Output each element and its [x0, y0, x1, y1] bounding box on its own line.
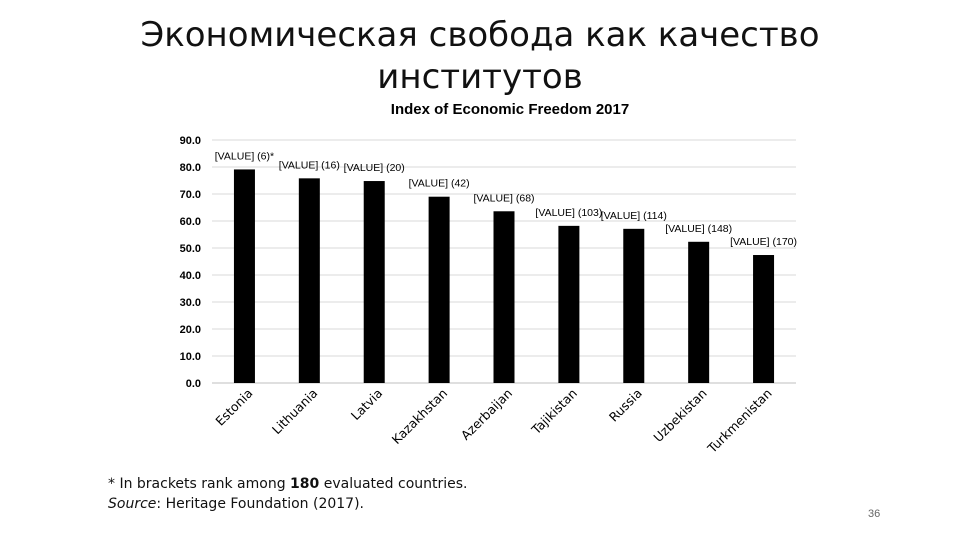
page-number: 36 — [868, 508, 881, 520]
footnote: * In brackets rank among 180 evaluated c… — [108, 474, 468, 514]
bar — [688, 241, 710, 383]
bar — [233, 169, 255, 383]
x-category-label: Kazakhstan — [389, 386, 451, 448]
x-category-label: Tajikistan — [528, 386, 580, 438]
footnote-source: Source: Heritage Foundation (2017). — [108, 494, 468, 514]
bar — [428, 196, 450, 383]
y-tick-label: 70.0 — [180, 189, 201, 201]
bar — [363, 181, 385, 383]
data-labels: [VALUE] (6)* [VALUE] (16) [VALUE] (20) [VAL… — [215, 150, 797, 248]
y-tick-label: 90.0 — [180, 135, 201, 147]
source-text: : Heritage Foundation (2017). — [156, 496, 364, 512]
data-label: [VALUE] (6)* — [215, 150, 274, 162]
slide-title-line-2: институтов — [377, 57, 583, 97]
y-tick-label: 10.0 — [180, 351, 201, 363]
bar — [623, 228, 645, 383]
x-category-label: Turkmenistan — [704, 386, 775, 457]
x-category-label: Estonia — [212, 386, 255, 429]
data-label: [VALUE] (16) — [279, 159, 340, 171]
data-label: [VALUE] (170) — [730, 236, 797, 248]
source-label: Source — [108, 496, 157, 512]
data-label: [VALUE] (103) — [535, 207, 602, 219]
bar — [558, 225, 580, 383]
bar — [493, 211, 515, 383]
y-tick-label: 30.0 — [180, 297, 201, 309]
x-category-label: Russia — [606, 386, 645, 425]
y-tick-label: 50.0 — [180, 243, 201, 255]
y-axis-ticks: 0.0 10.0 20.0 30.0 40.0 50.0 60.0 70.0 80.0 90.0 — [180, 135, 201, 390]
data-label: [VALUE] (68) — [473, 192, 534, 204]
footnote-count: 180 — [290, 476, 320, 492]
y-tick-label: 40.0 — [180, 270, 201, 282]
slide-title-line-1: Экономическая свобода как качество — [140, 15, 820, 55]
bar — [753, 255, 775, 383]
y-tick-label: 20.0 — [180, 324, 201, 336]
bars — [233, 169, 775, 383]
footnote-text: * In brackets rank among — [108, 476, 291, 492]
x-category-label: Lithuania — [269, 386, 321, 438]
x-axis-labels: Estonia Lithuania Latvia Kazakhstan Azerbaij… — [212, 386, 774, 457]
data-label: [VALUE] (42) — [409, 178, 470, 190]
bar — [298, 178, 320, 383]
data-label: [VALUE] (114) — [601, 210, 667, 222]
y-tick-label: 80.0 — [180, 162, 201, 174]
footnote-rank-note: * In brackets rank among 180 evaluated c… — [108, 474, 468, 494]
chart-title: Index of Economic Freedom 2017 — [391, 101, 629, 118]
x-category-label: Uzbekistan — [650, 386, 709, 445]
y-tick-label: 0.0 — [186, 378, 201, 390]
y-tick-label: 60.0 — [180, 216, 201, 228]
x-category-label: Azerbaijan — [458, 386, 515, 443]
slide-title: Экономическая свобода как качество инсти… — [0, 14, 960, 98]
footnote-text-end: evaluated countries. — [319, 476, 468, 492]
data-label: [VALUE] (20) — [344, 162, 405, 174]
x-category-label: Latvia — [348, 386, 386, 424]
data-label: [VALUE] (148) — [665, 223, 732, 235]
